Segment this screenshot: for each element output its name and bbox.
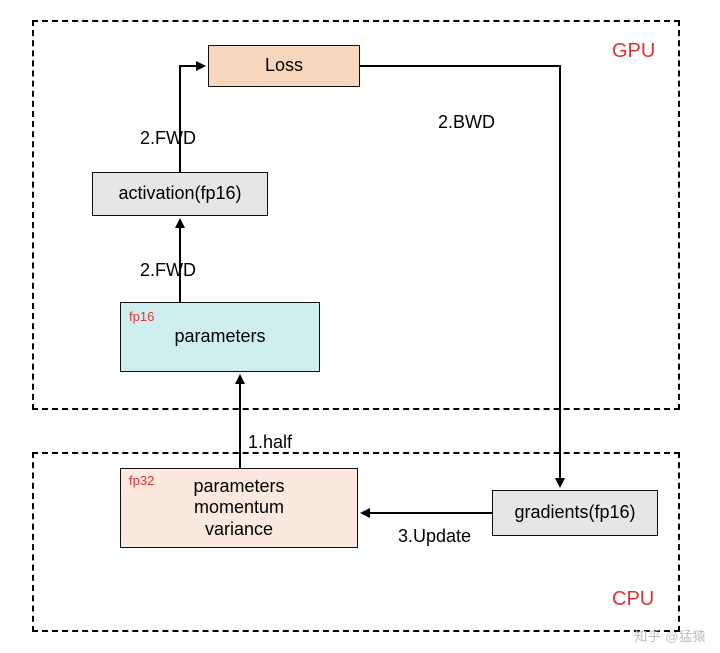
activation-node-label: activation(fp16) (118, 183, 241, 205)
parameters-node-tag: fp16 (129, 309, 154, 325)
loss-node-label: Loss (265, 55, 303, 77)
gradients-node: gradients(fp16) (492, 490, 658, 536)
edge-half-label: 1.half (248, 432, 292, 453)
optimizer-node-tag: fp32 (129, 473, 154, 489)
activation-node: activation(fp16) (92, 172, 268, 216)
watermark: 知乎 @猛猿 (634, 626, 706, 645)
parameters-node: fp16 parameters (120, 302, 320, 372)
cpu-region-label: CPU (612, 588, 654, 611)
edge-fwd2-label: 2.FWD (140, 128, 196, 149)
edge-update-label: 3.Update (398, 526, 471, 547)
optimizer-node-label: parameters momentum variance (193, 476, 284, 541)
loss-node: Loss (208, 45, 360, 87)
gpu-region-label: GPU (612, 40, 655, 63)
optimizer-node: fp32 parameters momentum variance (120, 468, 358, 548)
gradients-node-label: gradients(fp16) (514, 502, 635, 524)
parameters-node-label: parameters (174, 326, 265, 348)
edge-fwd1-label: 2.FWD (140, 260, 196, 281)
edge-bwd-label: 2.BWD (438, 112, 495, 133)
